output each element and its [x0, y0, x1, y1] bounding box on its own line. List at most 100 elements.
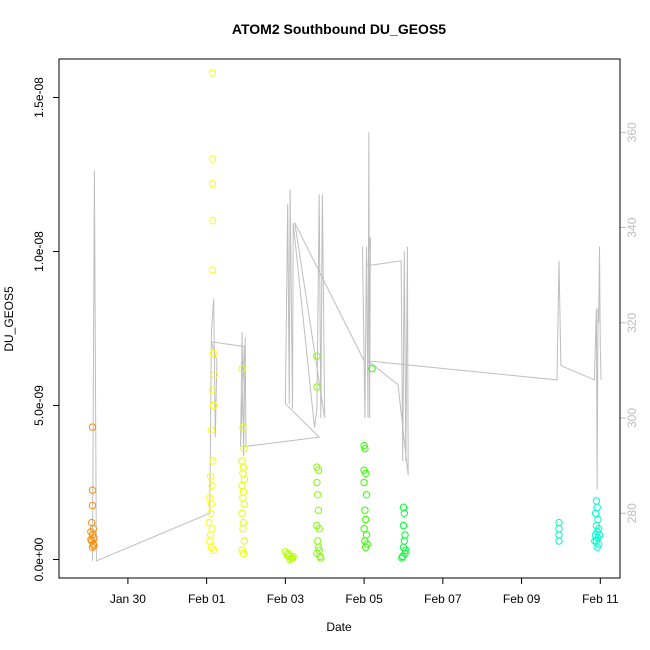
data-point-series-1 — [208, 481, 216, 490]
y2-tick-label: 360 — [625, 122, 639, 142]
data-point-series-2 — [239, 494, 247, 502]
data-point-series-8 — [593, 543, 601, 551]
data-point-series-1 — [208, 266, 217, 274]
data-point-series-5 — [363, 540, 371, 548]
y2-tick-label: 300 — [625, 408, 639, 428]
data-point-series-5 — [362, 491, 371, 499]
data-point-series-5 — [361, 506, 369, 514]
data-point-series-6 — [401, 531, 409, 539]
data-point-series-5 — [362, 515, 370, 524]
data-point-series-1 — [210, 371, 219, 379]
data-point-series-2 — [239, 525, 247, 533]
x-tick-label: Jan 30 — [110, 592, 146, 606]
data-point-series-1 — [208, 69, 217, 77]
data-point-series-4 — [315, 546, 323, 554]
data-point-series-7 — [555, 531, 563, 539]
data-point-series-5 — [360, 441, 368, 450]
data-point-series-7 — [555, 525, 563, 533]
data-point-series-5 — [362, 531, 371, 539]
x-tick-label: Feb 07 — [424, 592, 462, 606]
data-point-series-4 — [313, 383, 321, 391]
data-point-series-4 — [317, 554, 325, 562]
data-point-series-4 — [314, 506, 323, 514]
data-point-series-7 — [555, 518, 563, 527]
data-point-series-2 — [238, 457, 246, 465]
data-point-series-8 — [591, 509, 600, 517]
data-point-series-2 — [238, 509, 246, 517]
data-point-series-0 — [88, 486, 97, 494]
y-axis-label: DU_GEOS5 — [2, 286, 16, 352]
data-point-series-1 — [210, 401, 218, 410]
data-point-series-5 — [368, 364, 376, 373]
y-tick-label: 5.0e-09 — [32, 385, 46, 426]
x-tick-label: Feb 05 — [345, 592, 383, 606]
data-point-series-0 — [90, 542, 98, 550]
x-tick-label: Feb 01 — [188, 592, 226, 606]
data-point-series-2 — [239, 518, 248, 527]
data-point-series-1 — [206, 472, 215, 481]
x-tick-label: Feb 11 — [582, 592, 619, 606]
data-point-series-1 — [205, 518, 213, 527]
data-point-series-1 — [206, 531, 215, 539]
data-point-series-5 — [362, 469, 370, 477]
y2-tick-label: 320 — [625, 312, 639, 332]
data-point-series-6 — [399, 503, 408, 511]
data-point-series-4 — [315, 525, 323, 533]
data-point-series-1 — [207, 500, 216, 508]
data-point-series-2 — [239, 549, 248, 558]
data-point-series-3 — [288, 554, 297, 562]
data-point-series-2 — [240, 537, 249, 545]
data-point-series-1 — [208, 180, 217, 188]
data-point-series-8 — [595, 531, 604, 539]
data-point-series-8 — [592, 497, 601, 505]
data-point-series-4 — [313, 352, 321, 360]
data-point-series-8 — [591, 537, 599, 545]
data-point-series-7 — [555, 537, 563, 545]
y-tick-label: 1.5e-08 — [32, 77, 46, 118]
data-point-series-0 — [88, 543, 97, 551]
x-axis-label: Date — [326, 620, 352, 634]
data-point-series-1 — [209, 457, 217, 465]
x-tick-label: Feb 09 — [503, 592, 541, 606]
data-point-series-1 — [207, 426, 216, 434]
data-point-series-8 — [594, 515, 602, 524]
data-point-series-4 — [314, 466, 323, 474]
data-point-series-5 — [361, 444, 369, 453]
y-tick-label: 0.0e+00 — [32, 537, 46, 581]
plot-frame — [58, 58, 621, 579]
data-point-series-2 — [238, 481, 246, 490]
data-point-series-2 — [239, 469, 247, 477]
data-point-series-1 — [208, 217, 217, 225]
data-point-series-2 — [239, 488, 248, 496]
data-point-series-6 — [400, 509, 408, 517]
data-point-series-0 — [88, 518, 96, 527]
data-point-series-5 — [360, 478, 368, 487]
data-point-series-6 — [402, 546, 410, 554]
data-point-series-8 — [593, 503, 601, 511]
y2-tick-label: 280 — [625, 503, 639, 523]
data-point-series-0 — [87, 535, 95, 544]
data-point-series-2 — [238, 364, 246, 373]
line-series — [92, 132, 602, 562]
data-point-series-1 — [206, 537, 214, 545]
data-point-series-0 — [88, 501, 97, 510]
data-point-series-1 — [208, 155, 217, 163]
data-point-series-2 — [239, 423, 247, 431]
y2-tick-label: 340 — [625, 217, 639, 237]
data-point-series-6 — [399, 521, 408, 530]
plot-layer: Jan 30 Feb 01 Feb 03 Feb 05 Feb 07 Feb 09 Feb … — [32, 69, 639, 606]
data-point-series-0 — [88, 423, 97, 431]
data-point-series-6 — [399, 552, 407, 561]
data-point-series-1 — [208, 525, 216, 533]
data-point-series-1 — [206, 509, 215, 517]
data-point-series-1 — [210, 546, 218, 554]
data-point-series-1 — [208, 386, 217, 394]
y-tick-label: 1.0e-08 — [32, 231, 46, 272]
chart-title: ATOM2 Southbound DU_GEOS5 — [232, 21, 446, 37]
data-point-series-2 — [240, 500, 249, 508]
data-point-series-5 — [360, 525, 368, 533]
x-tick-label: Feb 03 — [267, 592, 305, 606]
data-point-series-2 — [240, 475, 249, 484]
data-point-series-4 — [314, 537, 322, 545]
